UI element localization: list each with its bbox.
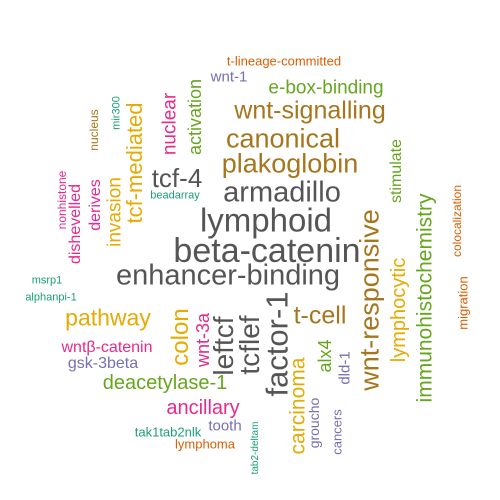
word-e-box-binding: e-box-binding bbox=[268, 77, 384, 99]
word-cancers: cancers bbox=[329, 409, 345, 455]
word-canonical: canonical bbox=[225, 123, 341, 154]
word-migration: migration bbox=[455, 276, 471, 330]
word-plakoglobin: plakoglobin bbox=[221, 148, 359, 179]
word-tak1tab2nlk: tak1tab2nlk bbox=[134, 424, 202, 440]
word-lymphoid: lymphoid bbox=[199, 201, 333, 239]
word-nuclear: nuclear bbox=[159, 92, 181, 156]
word-derives: derives bbox=[87, 179, 104, 231]
word-deacetylase-1: deacetylase-1 bbox=[102, 372, 228, 394]
word-nucleus: nucleus bbox=[87, 109, 101, 151]
word-beta-catenin: beta-catenin bbox=[173, 232, 361, 270]
word-tab2-deltam: tab2-deltam bbox=[250, 421, 261, 475]
word-dishevelled: dishevelled bbox=[67, 183, 84, 265]
word-tooth: tooth bbox=[208, 417, 242, 435]
word-alx4: alx4 bbox=[315, 339, 335, 373]
word-invasion: invasion bbox=[104, 177, 126, 247]
word-alphanpi-1: alphanpi-1 bbox=[25, 291, 77, 304]
word-ancillary: ancillary bbox=[166, 397, 240, 419]
word-tcf-mediated: tcf-mediated bbox=[122, 102, 147, 224]
word-enhancer-binding: enhancer-binding bbox=[115, 259, 341, 292]
word-colon: colon bbox=[167, 308, 194, 366]
word-lymphocytic: lymphocytic bbox=[388, 257, 410, 363]
word-t-lineage-committed: t-lineage-committed bbox=[226, 53, 342, 69]
word-stimulate: stimulate bbox=[388, 138, 405, 204]
word-armadillo: armadillo bbox=[223, 176, 341, 209]
word-nonhistone: nonhistone bbox=[55, 170, 69, 230]
word-pathway: pathway bbox=[65, 304, 151, 331]
word-msrp1: msrp1 bbox=[31, 274, 63, 287]
word-wnt-signalling: wnt-signalling bbox=[234, 96, 386, 125]
word-t-cell: t-cell bbox=[293, 301, 347, 330]
word-activation: activation bbox=[185, 78, 205, 156]
word-groucho: groucho bbox=[306, 397, 322, 449]
word-colocalization: colocalization bbox=[450, 184, 464, 258]
word-beadarray: beadarray bbox=[150, 189, 200, 202]
word-lymphoma: lymphoma bbox=[175, 436, 235, 452]
word-tcf-4: tcf-4 bbox=[151, 163, 203, 193]
word-mir300: mir300 bbox=[110, 96, 123, 130]
word-dld-1: dld-1 bbox=[336, 351, 354, 385]
word-immunohistochemistry: immunohistochemistry bbox=[413, 193, 437, 403]
word-gsk-3beta: gsk-3beta bbox=[67, 355, 139, 372]
word-wntbeta-catenin: wntβ-catenin bbox=[61, 339, 153, 356]
word-wnt-1: wnt-1 bbox=[210, 68, 248, 86]
